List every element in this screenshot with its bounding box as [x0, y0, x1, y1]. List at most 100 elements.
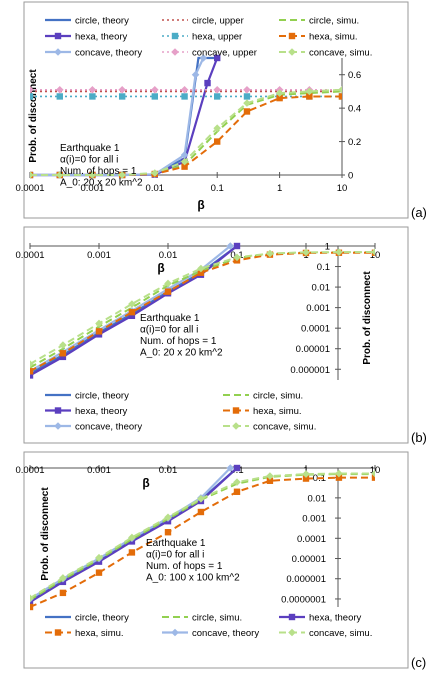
legend-label-circle-simu: circle, simu. [253, 391, 303, 402]
data-point-concave-simu [197, 494, 205, 503]
data-point-hexa-upper [30, 93, 34, 100]
data-point-hexa-upper [151, 93, 158, 100]
panel-b-label: (b) [411, 430, 427, 445]
data-point-hexa-simu [128, 549, 136, 556]
y-axis-title: Prob. of disconnect [362, 271, 373, 365]
data-point-concave-simu [180, 157, 189, 166]
legend-label-concave-theory: concave, theory [192, 628, 259, 639]
annotation-line: Earthquake 1 [60, 143, 120, 154]
series-line-hexa-simu [30, 476, 375, 608]
data-point-concave-simu [371, 469, 375, 478]
y-tick-label: 0.00001 [292, 554, 326, 565]
data-point-concave-simu [243, 99, 251, 107]
data-point-hexa-theory [30, 598, 34, 606]
data-point-concave-theory [191, 70, 200, 79]
data-point-hexa-simu [59, 350, 67, 357]
legend-label-circle-theory: circle, theory [75, 613, 129, 624]
legend-label-hexa-simu: hexa, simu. [75, 628, 124, 639]
x-tick-label: 0.001 [87, 250, 111, 261]
data-point-hexa-simu [30, 368, 34, 375]
data-point-hexa-simu [164, 529, 172, 536]
data-point-hexa-theory [233, 242, 241, 250]
data-point-concave-simu [95, 553, 103, 562]
data-point-hexa-simu [306, 93, 313, 100]
data-point-hexa-simu [181, 163, 188, 170]
legend-label-hexa-simu: hexa, simu. [309, 32, 358, 43]
annotation-line: Num. of hops = 1 [146, 561, 223, 572]
data-point-concave-simu [213, 124, 221, 132]
annotation-line: A_0: 100 x 100 km^2 [146, 573, 240, 584]
annotation-line: α(i)=0 for all i [146, 550, 204, 561]
panel-a-label: (a) [411, 205, 427, 220]
x-tick-label: 10 [337, 183, 348, 194]
x-tick-label: 0.0001 [15, 465, 44, 476]
data-point-concave-simu [30, 171, 34, 179]
data-point-hexa-theory [233, 464, 241, 472]
x-tick-label: 0.01 [146, 183, 165, 194]
data-point-concave-simu [275, 89, 284, 97]
x-tick-label: 1 [277, 183, 282, 194]
y-axis-title: Prob. of disconnect [40, 487, 51, 581]
legend-marker-hexa-simu [232, 407, 240, 414]
x-tick-label: 0.0001 [15, 250, 44, 261]
data-point-hexa-simu [164, 288, 172, 295]
legend-marker-concave-theory [54, 48, 62, 56]
data-point-concave-theory [226, 242, 235, 250]
legend-marker-hexa-upper [171, 32, 179, 40]
data-point-hexa-upper [214, 93, 221, 100]
data-point-hexa-upper [243, 93, 251, 100]
data-point-hexa-simu [371, 474, 375, 481]
data-point-hexa-simu [197, 269, 205, 276]
data-point-concave-upper [118, 85, 126, 94]
data-point-concave-simu [30, 594, 34, 602]
data-point-hexa-simu [214, 138, 221, 145]
data-point-concave-simu [233, 478, 241, 486]
y-tick-label: 0.6 [348, 70, 361, 81]
data-point-hexa-simu [335, 474, 343, 481]
data-point-concave-simu [305, 87, 314, 96]
legend-marker-concave-simu [288, 48, 296, 56]
annotation-line: A_0: 20 x 20 km^2 [60, 178, 143, 189]
data-point-concave-simu [266, 472, 274, 480]
panel-c-frame [23, 451, 409, 669]
x-tick-label: 0.0001 [15, 183, 44, 194]
data-point-concave-simu [59, 341, 67, 349]
legend-marker-hexa-simu [288, 32, 296, 40]
y-tick-label: 0.1 [317, 262, 330, 273]
legend-label-circle-theory: circle, theory [75, 16, 129, 27]
y-tick-label: 1 [325, 242, 330, 253]
data-point-hexa-theory [214, 54, 221, 62]
data-point-hexa-simu [59, 589, 67, 597]
data-point-concave-simu [95, 319, 103, 328]
data-point-hexa-simu [30, 603, 34, 611]
y-tick-label: 0.00001 [296, 344, 330, 355]
data-point-concave-upper [30, 85, 34, 94]
legend-marker-concave-theory [171, 628, 179, 637]
panel-c-label: (c) [411, 655, 426, 670]
x-axis-title: β [142, 476, 149, 490]
chart-b: 0.00010.0010.010.111010.10.010.0010.0001… [15, 242, 380, 433]
series-line-concave-simu [30, 251, 375, 365]
data-point-concave-simu [128, 300, 136, 308]
data-point-concave-upper [180, 85, 189, 94]
series-group [30, 242, 375, 379]
data-point-hexa-theory [128, 312, 136, 320]
annotation-line: Num. of hops = 1 [140, 336, 217, 347]
x-tick-label: 0.01 [159, 465, 178, 476]
annotation-line: α(i)=0 for all i [140, 325, 198, 336]
legend-label-circle-simu: circle, simu. [192, 613, 242, 624]
y-tick-label: 0.0001 [301, 324, 330, 335]
y-tick-label: 0.0000001 [281, 594, 326, 605]
legend-label-hexa-simu: hexa, simu. [253, 406, 302, 417]
data-point-concave-simu [302, 248, 310, 257]
data-point-hexa-simu [276, 94, 283, 102]
data-point-concave-simu [128, 533, 136, 542]
y-tick-label: 0.001 [302, 514, 326, 525]
data-point-concave-simu [302, 470, 310, 478]
x-tick-label: 0.1 [211, 183, 224, 194]
data-point-concave-upper [213, 85, 221, 94]
y-tick-label: 0.0001 [297, 534, 326, 545]
legend-label-hexa-upper: hexa, upper [192, 32, 242, 43]
legend-marker-concave-upper [171, 48, 179, 56]
